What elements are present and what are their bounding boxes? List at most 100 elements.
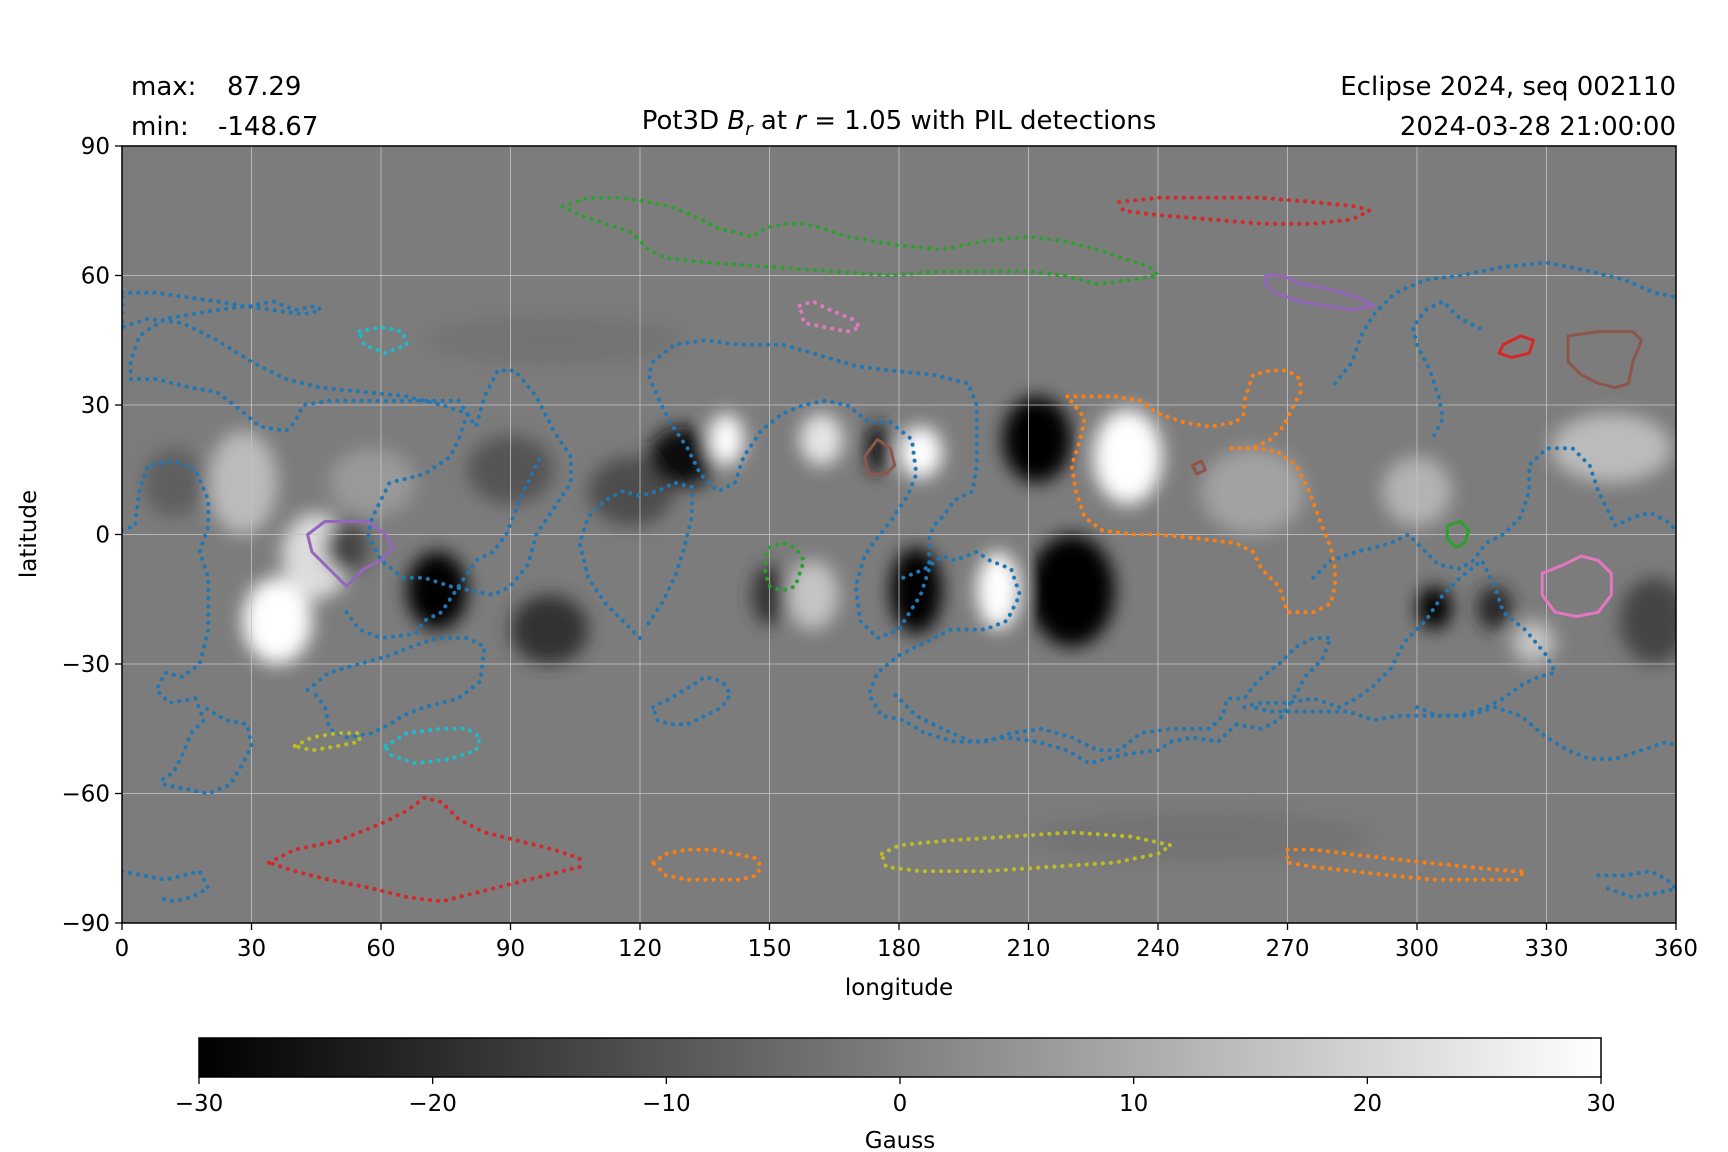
pil-contour-11 [1333,260,1676,386]
pil-contour-17 [649,847,764,882]
field-blob-21 [1028,534,1115,647]
field-blob-9 [510,594,589,664]
stats-max-label: max: [131,72,196,102]
y-tick-label-0: 0 [95,523,110,549]
x-tick-label-270: 270 [1266,936,1310,962]
x-axis-label: longitude [845,975,953,1001]
pil-contour-27 [863,438,897,476]
pil-contour-25 [306,520,396,588]
y-tick-label-30: 30 [81,393,110,419]
stats-min-label: min: [131,112,189,142]
pil-contour-24 [1497,334,1535,359]
pil-contour-21 [1445,520,1471,549]
field-blob-10 [588,456,675,526]
pil-contour-35 [382,726,483,766]
stats-min-value: -148.67 [218,112,318,142]
field-blob-11 [648,426,718,488]
field-blob-29 [1619,577,1676,664]
x-tick-label-210: 210 [1007,936,1051,962]
title-suffix: = 1.05 with PIL detections [806,106,1156,136]
colorbar-tick-label-0: 0 [893,1091,908,1117]
colorbar [198,1037,1602,1078]
title-symbol: B [727,106,745,136]
colorbar-axis: −30 −20 −10 0 10 20 30 [175,1077,1616,1117]
colorbar-tick-label--30: −30 [175,1091,224,1117]
title-middle: at [753,106,796,136]
x-tick-label-360: 360 [1654,936,1698,962]
y-axis: −90 −60 −30 0 30 60 90 [61,134,122,937]
x-tick-label-0: 0 [115,936,130,962]
field-blob-7 [406,551,468,630]
x-tick-label-300: 300 [1395,936,1439,962]
x-tick-label-330: 330 [1525,936,1569,962]
pil-contour-31 [1540,554,1613,618]
y-tick-label-90: 90 [81,134,110,160]
pil-contour-6 [577,480,694,641]
pil-contour-29 [1566,330,1643,390]
x-tick-label-180: 180 [877,936,921,962]
chart-title: Pot3D Br at r = 1.05 with PIL detections [642,106,1157,140]
pil-contour-26 [1264,274,1376,312]
field-blob-30 [424,314,684,367]
pil-contour-2 [122,290,573,597]
pil-contour-18 [1285,847,1530,882]
pil-contour-12 [1410,298,1489,438]
field-blob-15 [799,413,843,466]
pil-contour-7 [650,674,734,727]
plot-area [122,146,1676,923]
title-prefix: Pot3D [642,106,728,136]
pil-contour-15 [1596,869,1676,900]
pil-contour-34 [356,325,410,356]
field-blob-5 [324,521,369,574]
field-blob-20 [1002,396,1072,483]
pil-contour-22 [1116,195,1375,226]
x-axis: 0 30 60 90 120 150 180 210 240 270 300 330 360 [115,923,1698,962]
pil-contour-13 [1415,705,1676,761]
contour-layer [122,195,1676,904]
pil-contour-23 [263,795,582,904]
pil-contour-20 [763,540,807,593]
field-blob-1 [143,448,205,518]
pil-contour-19 [557,195,1163,287]
colorbar-label: Gauss [865,1128,935,1152]
field-blob-18 [890,547,943,634]
y-tick-label--60: −60 [61,782,110,808]
title-radius-symbol: r [795,106,808,136]
colorbar-tick-label-10: 10 [1119,1091,1148,1117]
x-tick-label-30: 30 [237,936,266,962]
field-blob-19 [976,551,1020,630]
x-tick-label-90: 90 [496,936,525,962]
y-tick-label--90: −90 [61,911,110,937]
field-blob-31 [1028,810,1374,863]
pil-contour-14 [122,868,211,904]
field-blob-3 [242,577,312,664]
pil-contour-5 [646,338,979,641]
info-line-1: Eclipse 2024, seq 002110 [1340,72,1676,102]
pil-contour-9 [1242,557,1558,723]
x-tick-label-60: 60 [366,936,395,962]
y-tick-label-60: 60 [81,264,110,290]
colorbar-tick-label-20: 20 [1353,1091,1382,1117]
colorbar-tick-label-30: 30 [1586,1091,1615,1117]
field-blob-2 [208,430,278,535]
title-subscript: r [745,119,754,140]
pil-contour-1 [122,459,254,796]
stats-max-value: 87.29 [227,72,301,102]
field-blob-23 [1201,448,1305,535]
field-blob-6 [329,448,416,518]
pil-contour-4 [344,454,543,641]
pil-contour-28 [1191,459,1207,476]
y-axis-label: latitude [16,490,42,578]
pil-contour-33 [879,830,1177,874]
x-tick-label-150: 150 [748,936,792,962]
field-blob-12 [709,413,744,466]
field-blob-28 [1550,413,1672,483]
y-tick-label--30: −30 [61,652,110,678]
field-blob-16 [864,422,891,475]
x-tick-label-120: 120 [618,936,662,962]
field-blob-26 [1477,586,1512,630]
colorbar-tick-label--20: −20 [408,1091,457,1117]
info-line-2: 2024-03-28 21:00:00 [1400,112,1676,142]
colorbar-tick-label--10: −10 [642,1091,691,1117]
